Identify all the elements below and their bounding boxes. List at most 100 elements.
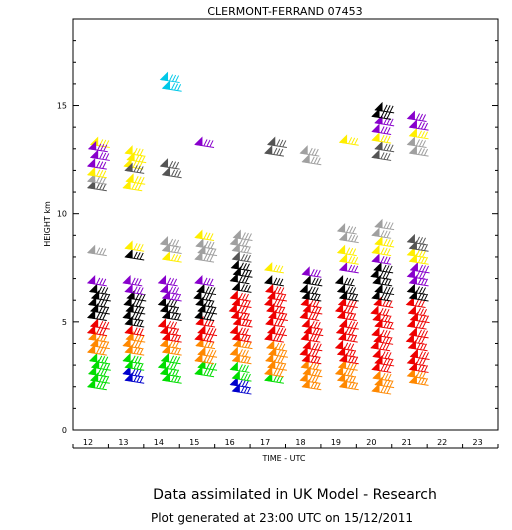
- wind-barb: [374, 140, 395, 153]
- wind-barb: [334, 365, 355, 378]
- wind-barb: [338, 290, 359, 302]
- wind-barb: [89, 318, 110, 330]
- wind-barb: [87, 140, 108, 153]
- wind-barb: [372, 370, 393, 382]
- wind-barb: [371, 227, 392, 239]
- chart-title: CLERMONT-FERRAND 07453: [207, 5, 362, 18]
- wind-barb: [408, 374, 429, 386]
- wind-barb: [301, 266, 322, 278]
- wind-barb: [371, 290, 392, 302]
- wind-barb: [88, 283, 109, 296]
- wind-barb: [405, 333, 426, 345]
- wind-barb: [125, 173, 146, 185]
- y-tick-label: 15: [57, 102, 67, 111]
- wind-barb: [159, 71, 180, 84]
- wind-barb: [264, 296, 284, 309]
- wind-barb: [407, 305, 428, 317]
- wind-barb: [157, 318, 178, 330]
- wind-barb: [197, 324, 218, 337]
- wind-barb: [408, 326, 429, 339]
- wind-barb: [300, 359, 321, 371]
- wind-barb: [229, 361, 250, 373]
- wind-barb: [267, 324, 287, 337]
- wind-barb: [159, 236, 180, 248]
- wind-barb: [408, 127, 429, 140]
- x-tick-label: 19: [331, 438, 341, 447]
- wind-barb: [371, 253, 392, 265]
- wind-barb: [264, 145, 284, 157]
- wind-barb: [335, 324, 356, 337]
- wind-barb: [334, 339, 355, 352]
- wind-barb: [301, 153, 322, 166]
- wind-barb: [371, 244, 392, 257]
- wind-barb: [374, 218, 395, 231]
- wind-barbs: [86, 71, 430, 395]
- wind-barb: [406, 136, 427, 148]
- wind-barb: [371, 326, 392, 339]
- wind-barb: [231, 370, 252, 382]
- wind-barb: [194, 331, 215, 343]
- wind-barb: [371, 361, 392, 373]
- wind-barb: [374, 101, 395, 114]
- wind-barb: [371, 132, 392, 144]
- footer-title: Data assimilated in UK Model - Research: [153, 487, 437, 503]
- wind-barb: [122, 352, 143, 365]
- wind-barb: [336, 223, 357, 235]
- wind-barb: [406, 283, 427, 296]
- wind-barb: [372, 348, 393, 360]
- wind-barb: [229, 290, 250, 302]
- x-tick-label: 12: [83, 438, 93, 447]
- wind-barb: [89, 149, 110, 161]
- wind-barb: [373, 261, 394, 274]
- wind-barb: [230, 259, 251, 272]
- wind-barb: [194, 251, 215, 263]
- wind-barb: [338, 231, 359, 244]
- wind-barb: [86, 166, 107, 179]
- wind-barb: [370, 305, 391, 317]
- wind-barb: [302, 274, 323, 287]
- wind-barb: [266, 339, 286, 352]
- wind-barb: [86, 344, 107, 356]
- wind-barb: [264, 372, 284, 384]
- x-tick-label: 22: [437, 438, 447, 447]
- wind-barb: [265, 352, 285, 365]
- wind-barb: [159, 158, 180, 170]
- wind-barb: [299, 309, 320, 322]
- footer-generated: Plot generated at 23:00 UTC on 15/12/201…: [150, 511, 414, 525]
- wind-barb: [374, 114, 395, 127]
- wind-barb: [267, 136, 287, 148]
- wind-barb: [229, 324, 250, 337]
- wind-barb: [229, 346, 250, 358]
- wind-barb: [371, 123, 392, 135]
- wind-barb: [196, 283, 217, 296]
- x-axis: 12 13 14 15 16 17 18 19 20 21 22 23: [72, 438, 499, 449]
- wind-barb: [265, 283, 285, 296]
- wind-barb: [338, 253, 359, 265]
- wind-barb: [86, 309, 107, 322]
- wind-barb: [122, 179, 143, 192]
- wind-barb: [231, 281, 252, 293]
- wind-barb: [122, 337, 143, 350]
- wind-barb: [302, 339, 323, 352]
- wind-barb: [194, 229, 215, 241]
- wind-barb: [299, 283, 320, 296]
- wind-barb: [87, 296, 108, 309]
- wind-barb: [300, 331, 321, 343]
- x-tick-label: 18: [295, 438, 305, 447]
- wind-barb: [371, 108, 392, 120]
- wind-barb: [265, 316, 285, 328]
- wind-barb: [264, 274, 284, 287]
- wind-barb: [406, 367, 427, 380]
- wind-barb: [124, 324, 145, 337]
- wind-barb: [194, 274, 215, 287]
- wind-barb: [405, 296, 426, 309]
- y-axis: 0 5 10 15: [57, 18, 498, 435]
- wind-barb: [195, 238, 216, 250]
- wind-barb: [406, 233, 427, 246]
- wind-barb: [193, 290, 214, 302]
- wind-barb: [159, 337, 180, 350]
- wind-barb: [374, 283, 395, 296]
- wind-barb: [86, 274, 107, 287]
- wind-barb: [301, 318, 322, 330]
- wind-barb: [229, 272, 250, 285]
